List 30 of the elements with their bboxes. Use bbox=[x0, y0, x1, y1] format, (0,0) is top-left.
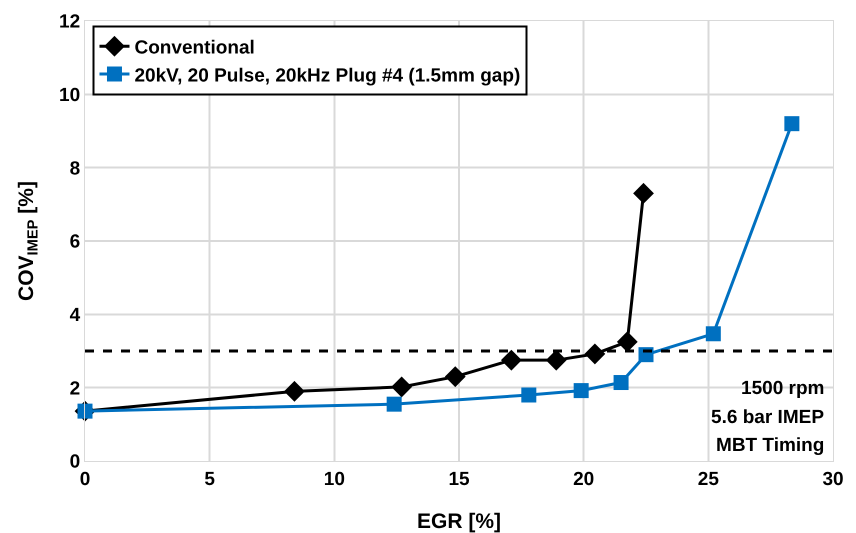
y-tick-label: 0 bbox=[70, 452, 80, 473]
x-tick-label: 25 bbox=[698, 468, 720, 490]
y-tick-label: 10 bbox=[59, 84, 80, 106]
point bbox=[614, 375, 629, 390]
annotation: 5.6 bar IMEP bbox=[711, 407, 824, 428]
annotation: MBT Timing bbox=[716, 435, 824, 456]
x-axis-title: EGR [%] bbox=[417, 510, 501, 533]
y-tick-label: 2 bbox=[70, 378, 80, 400]
point bbox=[633, 182, 654, 204]
point bbox=[284, 380, 305, 402]
legend-label: 20kV, 20 Pulse, 20kHz Plug #4 (1.5mm gap) bbox=[134, 65, 520, 86]
annotation: 1500 rpm bbox=[741, 378, 824, 399]
legend-label: Conventional bbox=[134, 38, 255, 59]
point bbox=[500, 350, 522, 371]
point bbox=[386, 396, 402, 412]
point bbox=[706, 326, 721, 342]
x-tick-label: 30 bbox=[822, 468, 844, 490]
point bbox=[784, 116, 800, 132]
y-tick-label: 12 bbox=[59, 12, 80, 33]
y-tick-label: 6 bbox=[70, 232, 80, 253]
x-tick-label: 5 bbox=[204, 468, 216, 490]
y-tick-label: 4 bbox=[70, 304, 81, 326]
point bbox=[444, 366, 466, 388]
y-tick-label: 8 bbox=[70, 158, 80, 180]
point bbox=[391, 376, 412, 398]
x-tick-label: 20 bbox=[573, 468, 594, 490]
point bbox=[521, 388, 536, 402]
x-tick-label: 10 bbox=[324, 468, 345, 490]
point bbox=[574, 383, 589, 398]
x-tick-label: 15 bbox=[448, 468, 470, 490]
